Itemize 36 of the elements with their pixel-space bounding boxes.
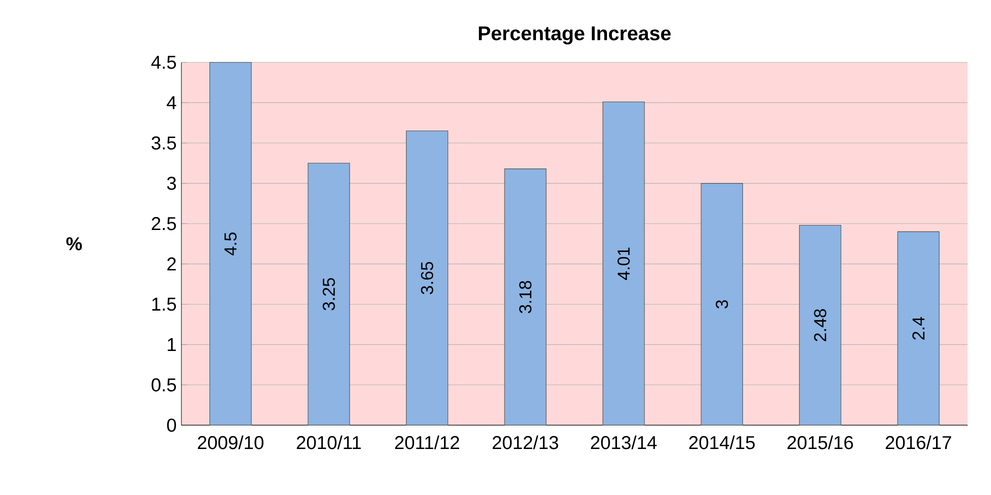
data-label: 3 <box>716 300 728 308</box>
x-tick-label: 2011/12 <box>395 436 460 450</box>
y-tick-label: 1 <box>168 338 176 351</box>
y-tick-label: 2 <box>167 257 176 270</box>
bar <box>504 168 546 426</box>
y-tick-label: 0 <box>167 418 176 432</box>
data-label: 4.5 <box>224 232 237 256</box>
bar <box>799 224 842 426</box>
chart-title: Percentage Increase <box>478 26 671 44</box>
bar <box>700 182 743 426</box>
data-label: 3.25 <box>322 278 335 310</box>
bar <box>897 231 940 426</box>
bar <box>210 62 252 426</box>
y-tick-label: 2.5 <box>152 216 176 230</box>
y-tick-label: 1.5 <box>152 298 176 311</box>
x-tick-label: 2013/14 <box>590 436 657 450</box>
bar <box>602 102 645 426</box>
y-tick-label: 4.5 <box>151 56 176 69</box>
data-label: 2.48 <box>814 309 826 342</box>
x-tick-label: 2010/11 <box>296 436 361 450</box>
y-tick-label: 3.5 <box>152 136 176 150</box>
y-tick-label: 0.5 <box>152 378 176 392</box>
x-tick-label: 2016/17 <box>886 436 952 450</box>
bar <box>308 162 350 426</box>
data-label: 3.65 <box>420 262 434 294</box>
x-tick-label: 2015/16 <box>787 436 853 450</box>
data-label: 4.01 <box>618 248 630 280</box>
y-tick-label: 3 <box>167 176 176 190</box>
bar <box>406 130 448 426</box>
y-tick-label: 4 <box>166 96 176 110</box>
x-tick-label: 2014/15 <box>689 436 755 450</box>
x-tick-label: 2012/13 <box>492 436 558 450</box>
y-axis-title: % <box>66 237 82 250</box>
data-label: 2.4 <box>912 316 924 340</box>
x-tick-label: 2009/10 <box>198 436 264 450</box>
data-label: 3.18 <box>519 280 532 314</box>
